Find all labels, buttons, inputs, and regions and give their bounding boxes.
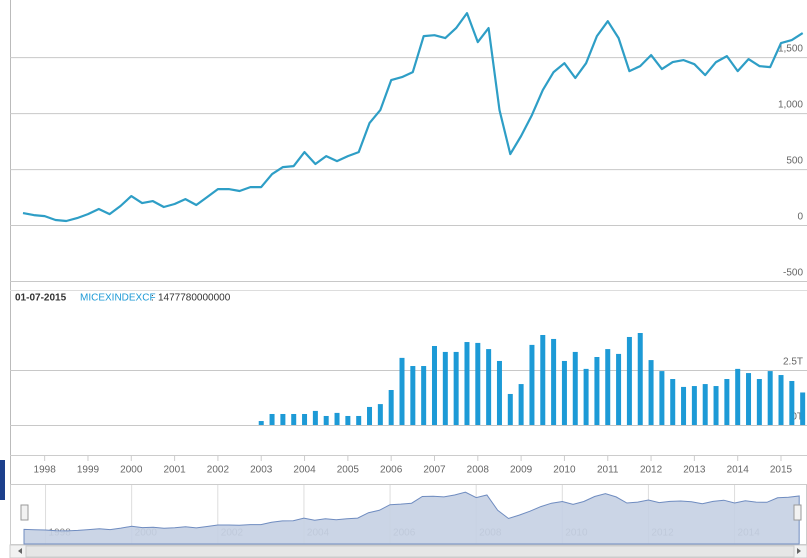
volume-bar xyxy=(377,404,383,425)
y-tick-label: 1,000 xyxy=(778,100,803,111)
volume-bar xyxy=(280,413,286,425)
volume-bar xyxy=(323,415,329,425)
volume-bar xyxy=(637,333,643,425)
volume-bar xyxy=(670,379,676,425)
volume-bar xyxy=(345,415,351,425)
tooltip-name: MICEXINDEXCF xyxy=(80,293,156,304)
x-tick-label: 2010 xyxy=(553,465,576,476)
volume-bar xyxy=(367,406,373,425)
x-tick-label: 2007 xyxy=(423,465,446,476)
navigator-area xyxy=(23,491,800,545)
navigator-handle[interactable] xyxy=(793,504,802,521)
volume-bar xyxy=(767,371,773,425)
x-tick-label: 2008 xyxy=(467,465,490,476)
volume-bar xyxy=(800,392,806,425)
volume-bar xyxy=(702,384,708,425)
volume-bar xyxy=(756,379,762,425)
x-tick-label: 2000 xyxy=(120,465,143,476)
volume-bar xyxy=(410,366,416,425)
volume-bar xyxy=(724,379,730,425)
volume-bar xyxy=(475,342,481,425)
volume-bar xyxy=(681,386,687,425)
y-tick-label: -500 xyxy=(783,268,803,279)
x-tick-label: 2005 xyxy=(337,465,360,476)
x-tick-label: 2012 xyxy=(640,465,663,476)
volume-bar xyxy=(442,351,448,425)
volume-bar xyxy=(518,384,524,425)
y-tick-label: 0 xyxy=(797,212,803,223)
x-tick-label: 2015 xyxy=(770,465,793,476)
x-tick-label: 1998 xyxy=(34,465,57,476)
volume-bar xyxy=(594,356,600,425)
side-strip xyxy=(0,460,5,500)
price-line xyxy=(22,12,804,223)
volume-bar xyxy=(746,373,752,425)
volume-bar xyxy=(453,351,459,425)
volume-bar xyxy=(421,366,427,425)
volume-bar xyxy=(648,360,654,425)
volume-bar xyxy=(258,421,264,425)
volume-bar xyxy=(583,368,589,425)
x-tick-label: 2001 xyxy=(163,465,186,476)
y-tick-label: 2.5T xyxy=(783,357,803,368)
volume-bar xyxy=(388,390,394,425)
x-tick-label: 2009 xyxy=(510,465,533,476)
y-tick-label: 500 xyxy=(786,156,803,167)
volume-bar xyxy=(356,415,362,425)
volume-bar xyxy=(431,345,437,425)
volume-bar xyxy=(540,334,546,425)
y-tick-label: 0T xyxy=(791,412,803,423)
volume-bar xyxy=(616,353,622,425)
volume-bar xyxy=(291,413,297,425)
volume-bar xyxy=(269,413,275,425)
tooltip-separator: : xyxy=(151,293,154,304)
volume-bar xyxy=(486,349,492,425)
tooltip-date: 01-07-2015 xyxy=(15,293,67,304)
volume-bar xyxy=(551,338,557,425)
volume-bar xyxy=(334,412,340,425)
y-tick-label: 1,500 xyxy=(778,44,803,55)
volume-bar xyxy=(605,349,611,425)
tooltip-value: 1477780000000 xyxy=(158,293,231,304)
navigator: 199820002002200420062008201020122014 xyxy=(20,485,802,545)
volume-bar xyxy=(464,342,470,425)
volume-bar xyxy=(778,375,784,425)
volume-bar xyxy=(496,360,502,425)
navigator-handle[interactable] xyxy=(20,504,29,521)
x-tick-label: 2002 xyxy=(207,465,230,476)
volume-bar xyxy=(735,368,741,425)
volume-bar xyxy=(713,386,719,425)
volume-bar xyxy=(312,410,318,425)
volume-bar xyxy=(529,344,535,425)
scroll-left-arrow[interactable] xyxy=(18,548,22,554)
x-tick-label: 2006 xyxy=(380,465,403,476)
volume-bar xyxy=(659,371,665,425)
volume-bar xyxy=(626,336,632,425)
volume-bar xyxy=(789,380,795,425)
x-tick-label: 1999 xyxy=(77,465,100,476)
scroll-right-arrow[interactable] xyxy=(797,548,801,554)
scrollbar-thumb[interactable] xyxy=(25,545,795,558)
volume-bar xyxy=(302,413,308,425)
volume-bar xyxy=(561,360,567,425)
volume-bar xyxy=(572,351,578,425)
volume-bar xyxy=(691,386,697,425)
x-tick-label: 2011 xyxy=(597,465,619,476)
x-tick-label: 2014 xyxy=(727,465,750,476)
volume-bar xyxy=(399,357,405,425)
x-tick-label: 2004 xyxy=(293,465,316,476)
volume-bar xyxy=(507,393,513,425)
x-tick-label: 2003 xyxy=(250,465,273,476)
x-tick-label: 2013 xyxy=(683,465,706,476)
